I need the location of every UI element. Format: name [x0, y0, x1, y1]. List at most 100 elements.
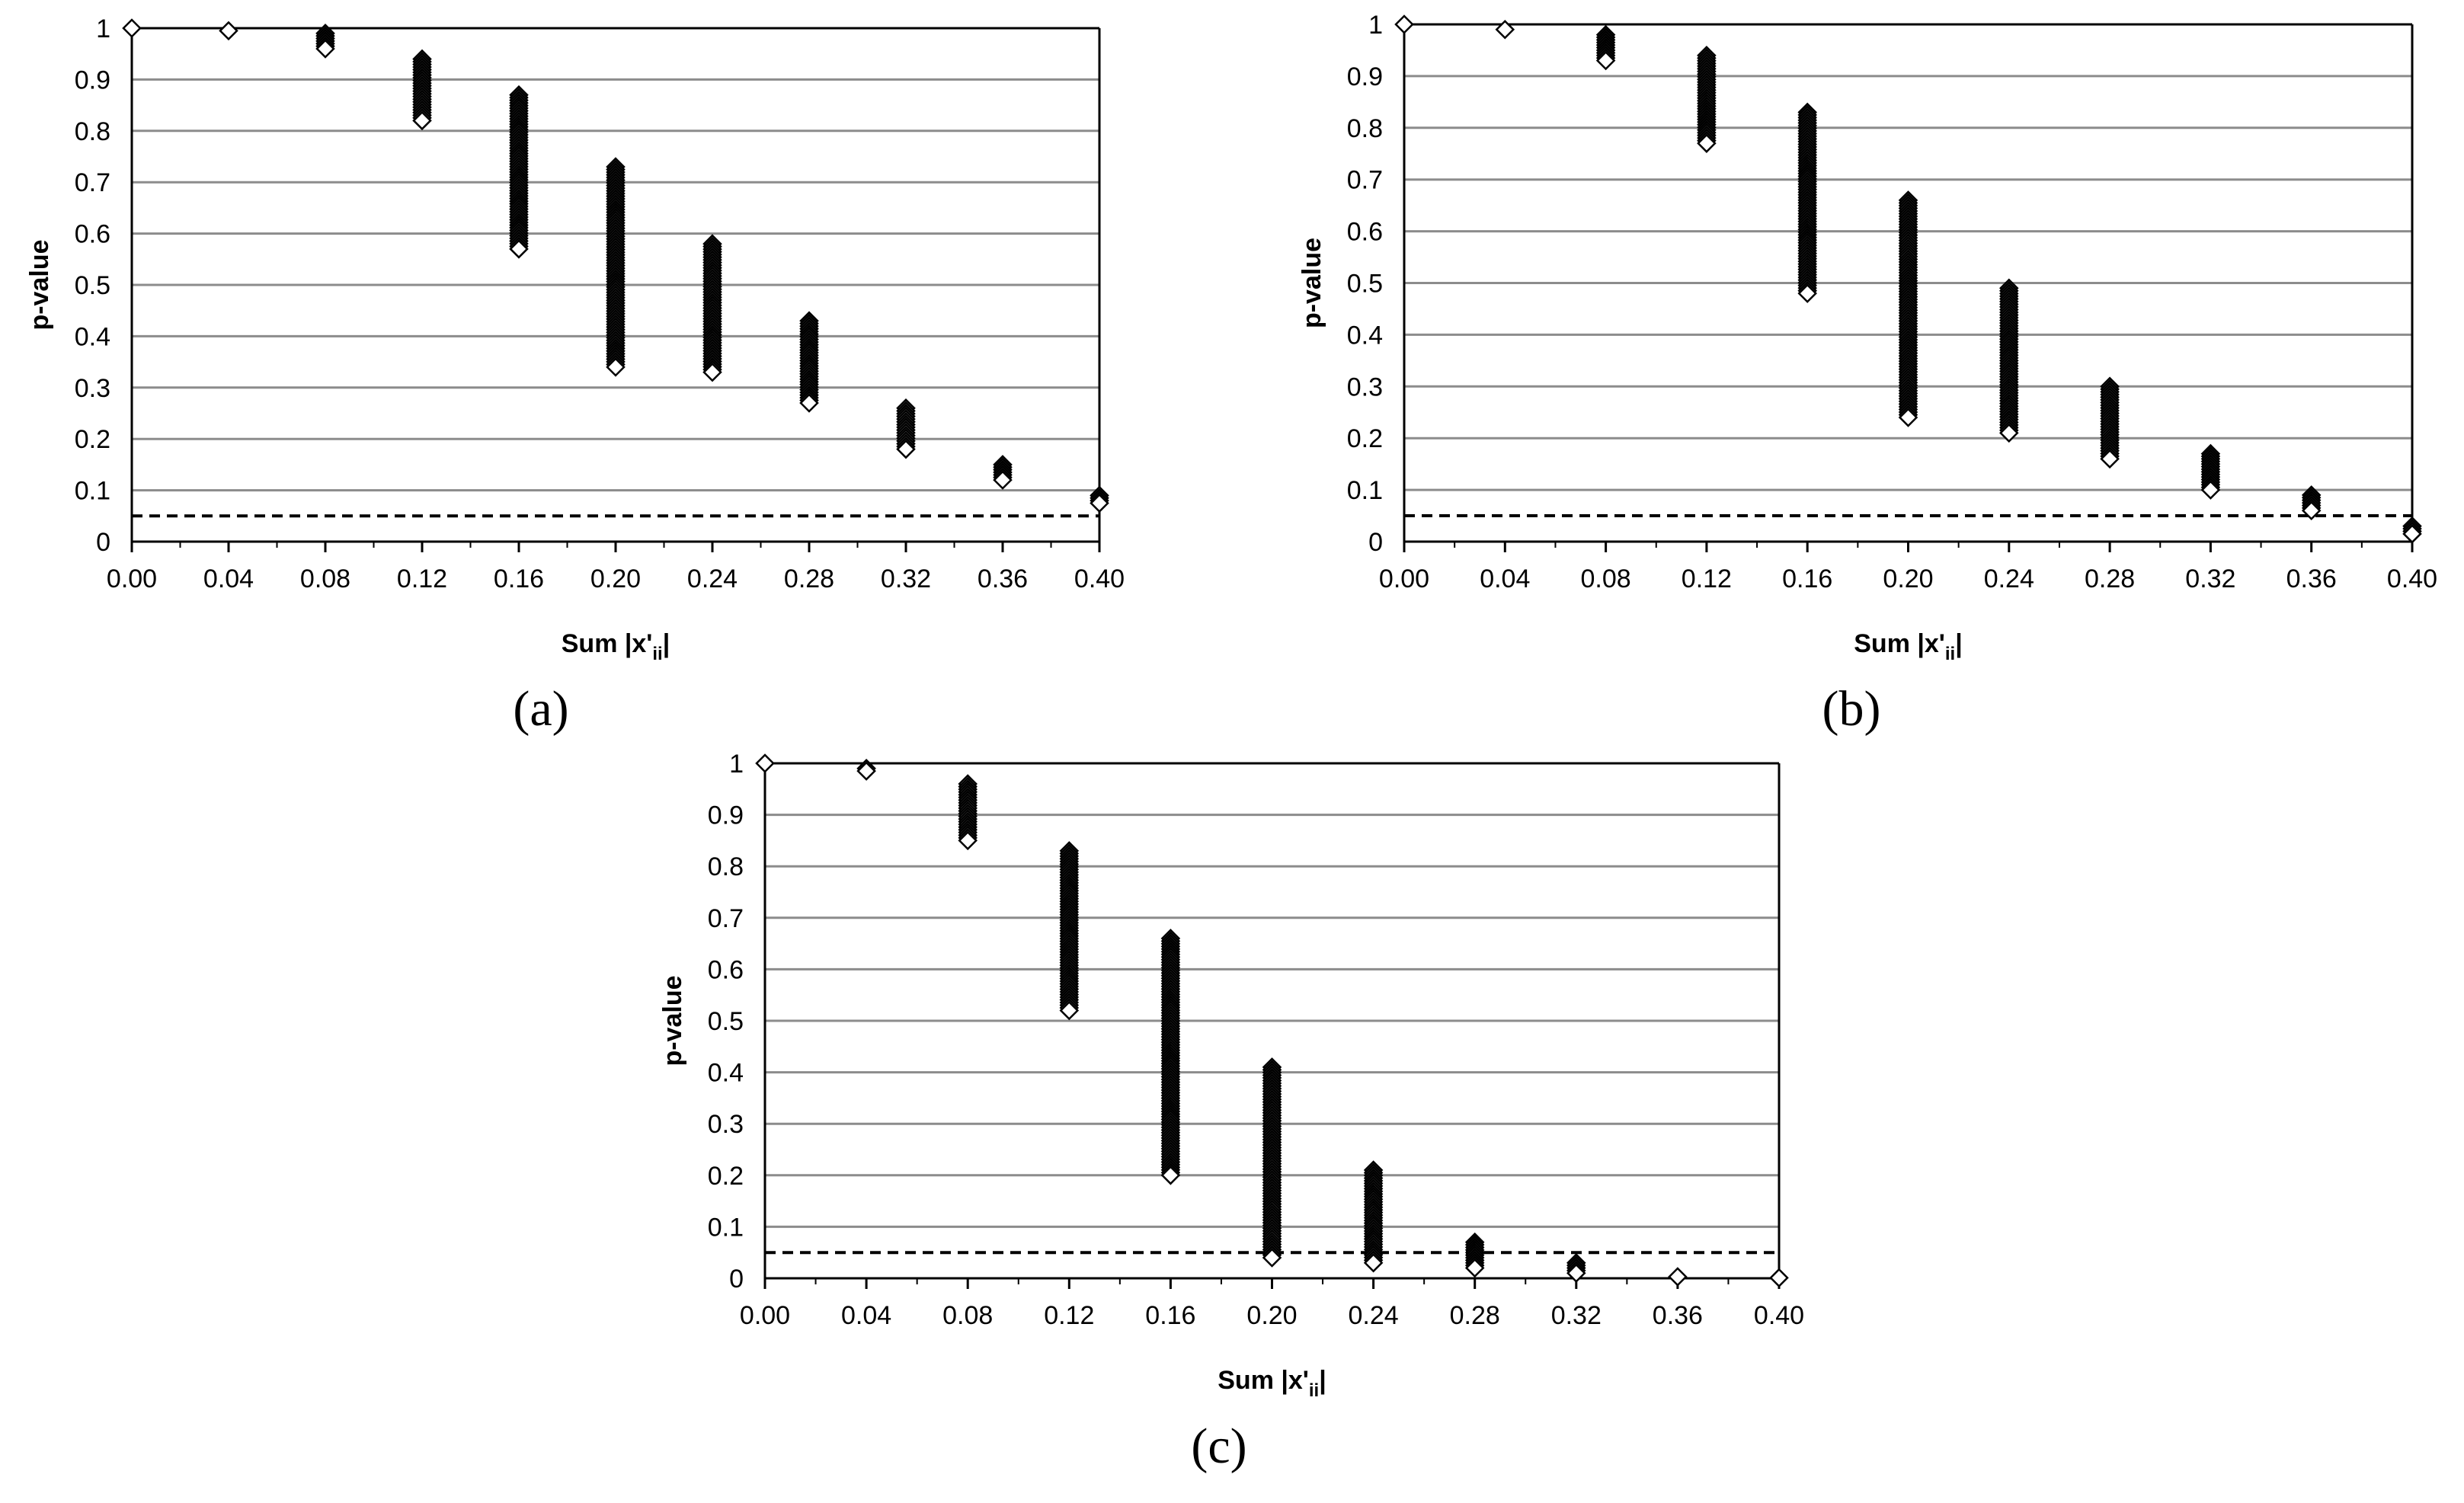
data-point: [2402, 524, 2422, 544]
x-tick-label: 0.04: [1480, 564, 1530, 593]
x-tick-label: 0.24: [687, 564, 738, 593]
panel-label: (a): [513, 681, 568, 737]
x-tick-label: 0.24: [1984, 564, 2034, 593]
x-tick-label: 0.08: [942, 1301, 993, 1330]
x-tick-label: 0.32: [881, 564, 931, 593]
x-tick-label: 0.04: [203, 564, 254, 593]
y-tick-label: 0.5: [1347, 270, 1383, 299]
y-tick-label: 0.2: [1347, 424, 1383, 453]
x-tick-label: 0.28: [784, 564, 834, 593]
x-tick-label: 0.40: [1754, 1301, 1804, 1330]
x-tick-label: 0.24: [1349, 1301, 1399, 1330]
y-tick-label: 0: [1368, 528, 1383, 557]
x-tick-label: 0.36: [2286, 564, 2337, 593]
x-tick-label: 0.28: [2085, 564, 2135, 593]
y-tick-label: 0.6: [1347, 218, 1383, 247]
data-point: [122, 18, 142, 38]
x-tick-label: 0.36: [1653, 1301, 1703, 1330]
y-tick-label: 0.7: [1347, 166, 1383, 195]
x-tick-label: 0.00: [1379, 564, 1429, 593]
x-tick-label: 0.20: [590, 564, 641, 593]
y-tick-label: 0.8: [75, 117, 110, 146]
data-point: [1363, 1252, 1384, 1273]
y-tick-label: 1: [96, 14, 110, 43]
data-point: [1797, 283, 1817, 303]
y-tick-label: 0.9: [1347, 62, 1383, 91]
y-tick-label: 0.2: [75, 425, 110, 454]
data-point: [1160, 1166, 1181, 1185]
data-point: [1262, 1248, 1282, 1268]
data-point: [1769, 1268, 1789, 1288]
x-tick-label: 0.04: [841, 1301, 891, 1330]
data-point: [2100, 449, 2120, 469]
chart-panel-1: 0 0.1 0.2 0.3 0.4 0.5 0.6 0.7 0.8 0.9 1 0.00 0.04 0.0…: [25, 14, 1125, 737]
data-point: [1495, 20, 1515, 40]
y-tick-label: 0.4: [708, 1059, 744, 1088]
y-tick-label: 0.6: [75, 220, 110, 249]
data-point: [856, 761, 876, 781]
y-tick-label: 0.4: [75, 322, 110, 351]
x-tick-label: 0.32: [1551, 1301, 1602, 1330]
y-tick-label: 0.3: [75, 374, 110, 403]
y-tick-label: 0.4: [1347, 321, 1383, 350]
chart-panel-3: 0 0.1 0.2 0.3 0.4 0.5 0.6 0.7 0.8 0.9 1 0.00 0.04 0.0…: [658, 750, 1804, 1474]
data-point: [1464, 1258, 1485, 1278]
x-axis-title: Sum |x'ii|: [562, 629, 670, 664]
data-point: [2301, 500, 2322, 521]
y-tick-label: 0.6: [708, 955, 744, 984]
y-tick-label: 0.3: [1347, 373, 1383, 401]
y-tick-label: 0.7: [75, 168, 110, 197]
data-point: [315, 39, 335, 59]
data-point: [606, 357, 626, 377]
x-tick-label: 0.20: [1883, 564, 1933, 593]
data-point: [993, 470, 1013, 490]
data-point: [1898, 408, 1918, 427]
x-tick-label: 0.16: [494, 564, 544, 593]
x-tick-label: 0.12: [1682, 564, 1732, 593]
x-tick-label: 0.00: [107, 564, 157, 593]
data-point: [412, 110, 432, 131]
y-tick-label: 0.8: [1347, 114, 1383, 143]
y-tick-label: 0.9: [75, 66, 110, 94]
y-tick-label: 1: [729, 750, 744, 779]
x-tick-label: 0.28: [1450, 1301, 1500, 1330]
data-point: [702, 362, 722, 382]
y-tick-label: 0.1: [1347, 476, 1383, 505]
data-point: [1595, 50, 1616, 71]
y-tick-label: 0.3: [708, 1110, 744, 1139]
y-axis-title: p-value: [1298, 238, 1326, 328]
data-point: [1999, 423, 2019, 443]
y-tick-label: 0.7: [708, 904, 744, 933]
data-point: [1090, 493, 1109, 513]
y-tick-label: 0.5: [708, 1007, 744, 1036]
x-tick-label: 0.20: [1246, 1301, 1297, 1330]
y-tick-label: 0.5: [75, 271, 110, 300]
y-axis-title: p-value: [658, 975, 687, 1066]
x-axis-title: Sum |x'ii|: [1854, 629, 1963, 664]
y-tick-label: 0.1: [75, 477, 110, 506]
data-point: [219, 21, 238, 41]
data-point: [1566, 1263, 1586, 1284]
panel-label: (b): [1822, 681, 1881, 737]
x-tick-label: 0.40: [1074, 564, 1125, 593]
x-tick-label: 0.00: [740, 1301, 790, 1330]
y-tick-label: 0.1: [708, 1213, 744, 1242]
x-tick-label: 0.12: [1044, 1301, 1094, 1330]
data-point: [1059, 1000, 1080, 1021]
x-tick-label: 0.12: [397, 564, 447, 593]
data-point: [1697, 133, 1717, 153]
data-point: [509, 239, 529, 259]
x-tick-label: 0.16: [1145, 1301, 1195, 1330]
data-point: [799, 393, 819, 413]
x-tick-label: 0.16: [1782, 564, 1832, 593]
chart-panel-2: 0 0.1 0.2 0.3 0.4 0.5 0.6 0.7 0.8 0.9 1 0.00 0.04 0.0…: [1298, 11, 2437, 737]
y-tick-label: 1: [1368, 11, 1383, 40]
y-tick-label: 0.2: [708, 1162, 744, 1191]
y-tick-label: 0: [729, 1265, 744, 1294]
x-tick-label: 0.40: [2387, 564, 2437, 593]
data-point: [896, 439, 916, 459]
panel-label: (c): [1191, 1418, 1246, 1474]
x-tick-label: 0.08: [1581, 564, 1631, 593]
data-point: [1394, 14, 1414, 34]
